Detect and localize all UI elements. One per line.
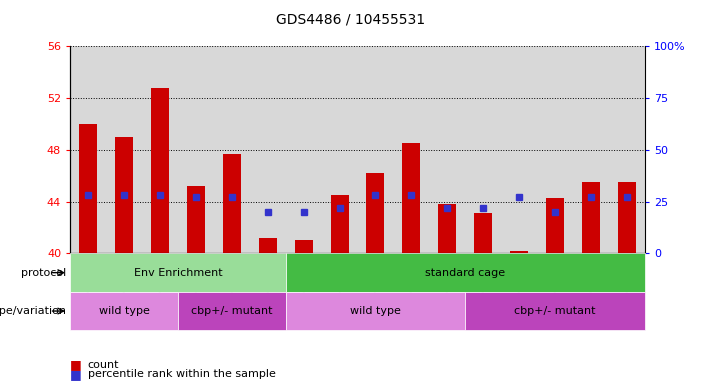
Text: count: count xyxy=(88,360,119,370)
Bar xyxy=(151,88,169,253)
Bar xyxy=(331,195,348,253)
Text: Env Enrichment: Env Enrichment xyxy=(134,268,222,278)
Text: wild type: wild type xyxy=(350,306,401,316)
Text: standard cage: standard cage xyxy=(426,268,505,278)
Text: genotype/variation: genotype/variation xyxy=(0,306,67,316)
Text: wild type: wild type xyxy=(99,306,149,316)
Bar xyxy=(294,240,313,253)
Text: GDS4486 / 10455531: GDS4486 / 10455531 xyxy=(276,13,425,27)
Bar xyxy=(187,186,205,253)
Bar xyxy=(286,253,645,292)
Bar xyxy=(618,182,636,253)
Bar xyxy=(402,143,421,253)
Bar xyxy=(178,292,286,330)
Text: ■: ■ xyxy=(70,358,82,371)
Bar xyxy=(438,204,456,253)
Bar xyxy=(582,182,600,253)
Bar xyxy=(475,213,492,253)
Text: cbp+/- mutant: cbp+/- mutant xyxy=(515,306,596,316)
Bar xyxy=(465,292,645,330)
Bar xyxy=(70,253,286,292)
Text: percentile rank within the sample: percentile rank within the sample xyxy=(88,369,275,379)
Bar xyxy=(367,173,384,253)
Text: cbp+/- mutant: cbp+/- mutant xyxy=(191,306,273,316)
Bar xyxy=(510,251,528,253)
Bar xyxy=(79,124,97,253)
Bar xyxy=(546,198,564,253)
Bar xyxy=(115,137,133,253)
Bar xyxy=(223,154,240,253)
Bar xyxy=(70,292,178,330)
Text: protocol: protocol xyxy=(21,268,67,278)
Bar xyxy=(286,292,465,330)
Text: ■: ■ xyxy=(70,368,82,381)
Bar xyxy=(259,238,277,253)
